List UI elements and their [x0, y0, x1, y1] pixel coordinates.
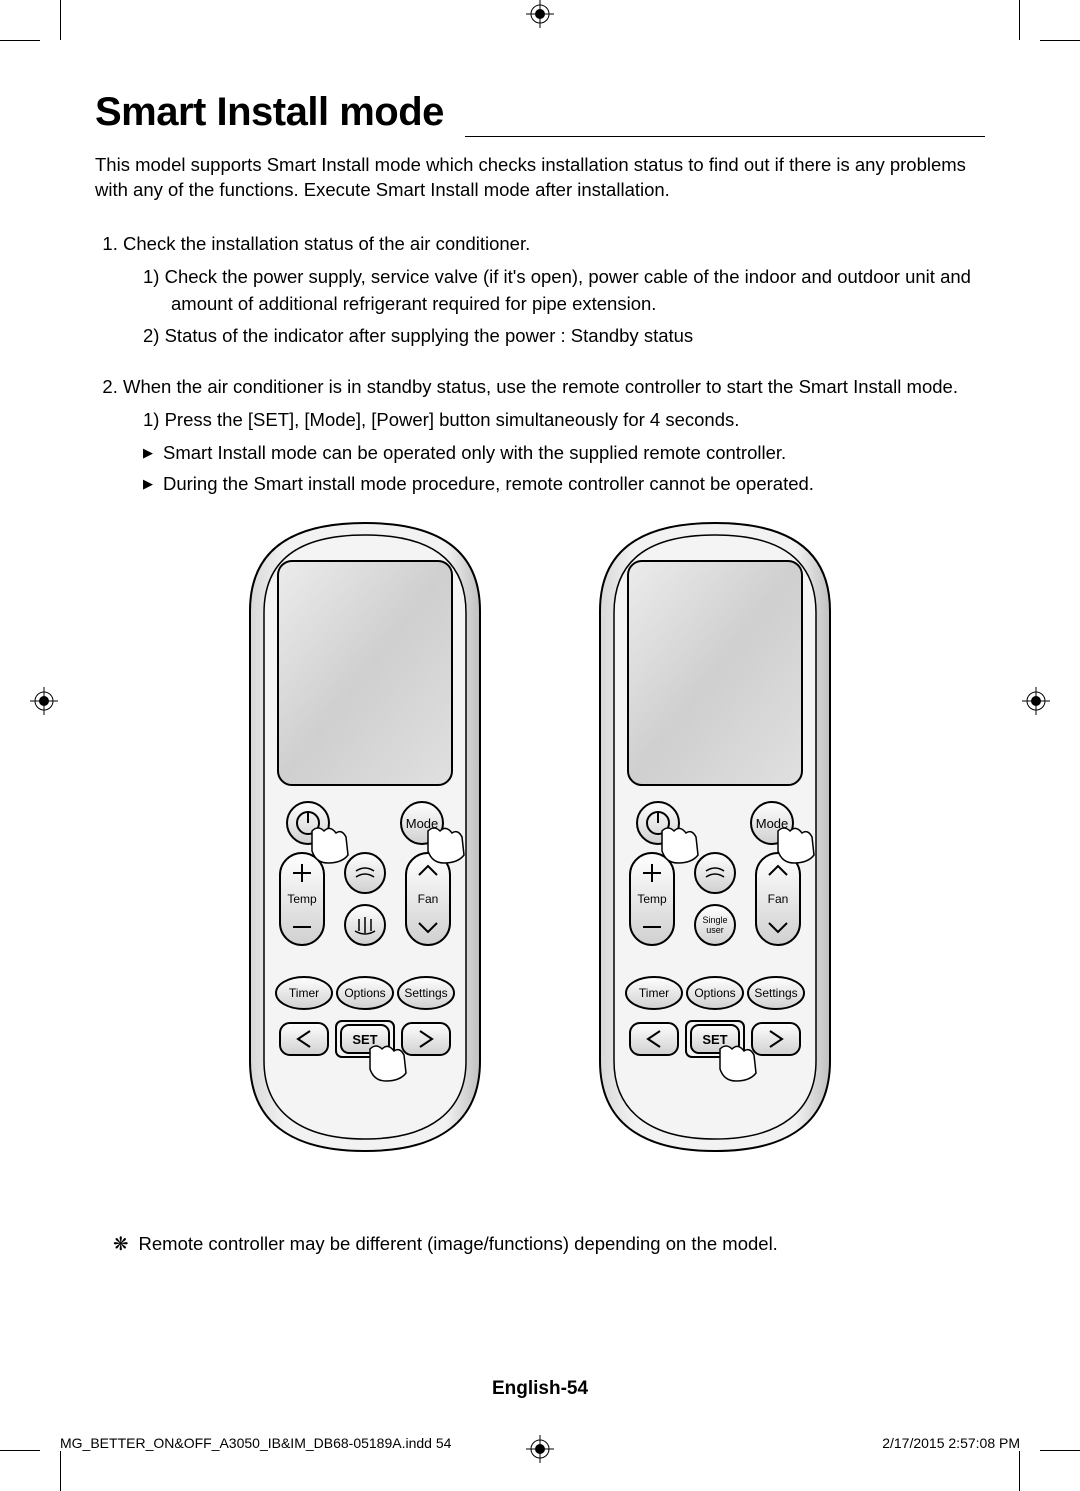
fan-button: Fan: [756, 853, 800, 945]
svg-text:SET: SET: [702, 1032, 727, 1047]
options-button: Options: [687, 977, 743, 1009]
settings-button: Settings: [748, 977, 804, 1009]
svg-text:Single: Single: [702, 915, 727, 925]
step-1-text: Check the installation status of the air…: [123, 233, 530, 254]
step-2-1: 1) Press the [SET], [Mode], [Power] butt…: [143, 407, 985, 434]
page-title: Smart Install mode: [95, 90, 985, 135]
timer-button: Timer: [626, 977, 682, 1009]
footer-filename: MG_BETTER_ON&OFF_A3050_IB&IM_DB68-05189A…: [60, 1435, 451, 1451]
svg-text:Settings: Settings: [754, 986, 797, 1000]
prev-button: [280, 1023, 328, 1055]
registration-mark-icon: [1022, 687, 1050, 715]
intro-text: This model supports Smart Install mode w…: [95, 153, 985, 203]
svg-text:Timer: Timer: [289, 986, 319, 1000]
svg-text:Options: Options: [694, 986, 735, 1000]
press-hand-icon: [778, 828, 814, 863]
svg-text:SET: SET: [352, 1032, 377, 1047]
airflow-button: [345, 905, 385, 945]
registration-mark-icon: [30, 687, 58, 715]
svg-text:Options: Options: [344, 986, 385, 1000]
title-rule: [465, 136, 985, 137]
step-1: Check the installation status of the air…: [123, 231, 985, 350]
timer-button: Timer: [276, 977, 332, 1009]
press-hand-icon: [312, 828, 348, 863]
svg-text:Fan: Fan: [418, 892, 439, 906]
step-2: When the air conditioner is in standby s…: [123, 374, 985, 497]
step-2-bullet-1: Smart Install mode can be operated only …: [143, 440, 985, 467]
press-hand-icon: [428, 828, 464, 863]
step-1-2: 2) Status of the indicator after supplyi…: [143, 323, 985, 350]
svg-text:Timer: Timer: [639, 986, 669, 1000]
options-button: Options: [337, 977, 393, 1009]
svg-text:Fan: Fan: [768, 892, 789, 906]
settings-button: Settings: [398, 977, 454, 1009]
svg-text:Temp: Temp: [637, 892, 667, 906]
remote-controller-right: Mode Temp Single user: [580, 521, 850, 1153]
step-2-text: When the air conditioner is in standby s…: [123, 376, 958, 397]
svg-text:Settings: Settings: [404, 986, 447, 1000]
footnote: Remote controller may be different (imag…: [95, 1233, 985, 1255]
footer-timestamp: 2/17/2015 2:57:08 PM: [882, 1435, 1020, 1451]
press-hand-icon: [720, 1046, 756, 1081]
fan-button: Fan: [406, 853, 450, 945]
registration-mark-icon: [526, 0, 554, 28]
next-button: [402, 1023, 450, 1055]
svg-text:Temp: Temp: [287, 892, 317, 906]
svg-text:user: user: [706, 925, 724, 935]
temp-button: Temp: [630, 853, 674, 945]
swing-button: [695, 853, 735, 893]
next-button: [752, 1023, 800, 1055]
step-1-1: 1) Check the power supply, service valve…: [143, 264, 985, 318]
prev-button: [630, 1023, 678, 1055]
temp-button: Temp: [280, 853, 324, 945]
step-2-bullet-2: During the Smart install mode procedure,…: [143, 471, 985, 498]
page-number: English-54: [95, 1378, 985, 1400]
swing-button: [345, 853, 385, 893]
press-hand-icon: [662, 828, 698, 863]
single-user-button: Single user: [695, 905, 735, 945]
press-hand-icon: [370, 1046, 406, 1081]
remote-controller-left: Mode Temp: [230, 521, 500, 1153]
